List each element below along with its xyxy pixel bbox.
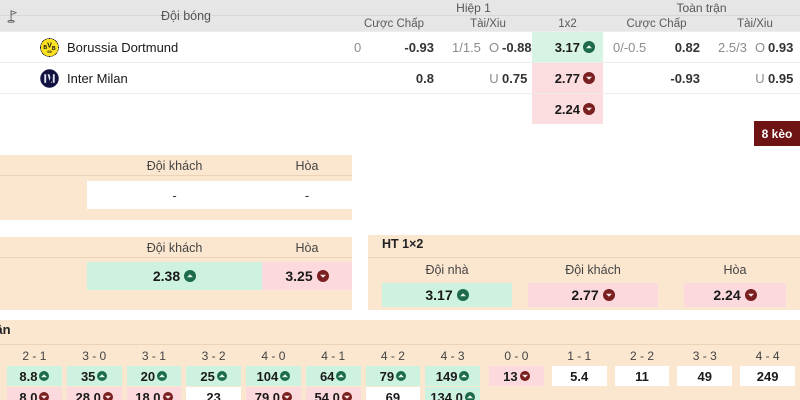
svg-text:V: V — [47, 41, 52, 49]
svg-text:B: B — [52, 45, 56, 51]
svg-text:09: 09 — [47, 50, 51, 54]
